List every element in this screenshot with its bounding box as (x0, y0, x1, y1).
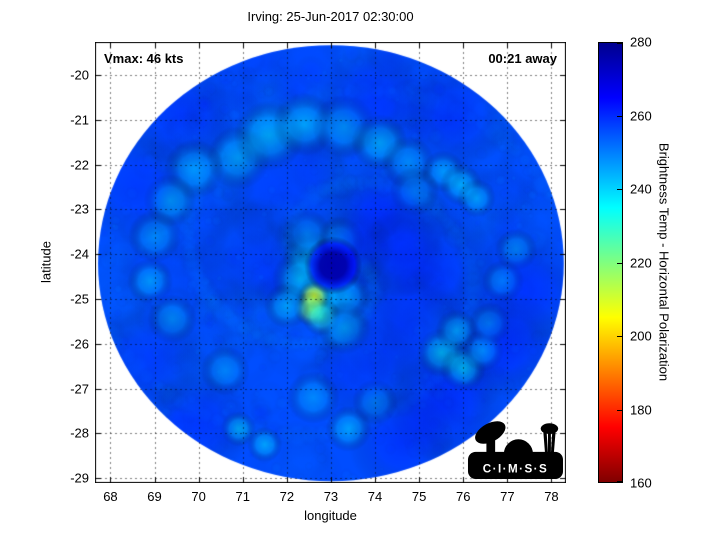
plot-area: Vmax: 46 kts 00:21 away C·I·M·S·S (95, 42, 566, 483)
colorbar-tick-mark (617, 409, 622, 411)
colorbar-tick-label: 160 (630, 475, 652, 491)
x-tick-label: 74 (367, 489, 383, 504)
colorbar-tick-mark (617, 262, 622, 264)
cimss-logo-silhouette (467, 421, 564, 480)
y-tick-label: -22 (70, 157, 89, 173)
time-away-annotation: 00:21 away (488, 51, 557, 66)
y-tick-label: -23 (70, 201, 89, 217)
storm-canvas (95, 42, 566, 483)
vmax-annotation: Vmax: 46 kts (104, 51, 184, 66)
colorbar-tick-label: 260 (630, 108, 652, 123)
colorbar-label: Brightness Temp - Horizontal Polarizatio… (656, 142, 672, 382)
colorbar-tick-label: 280 (630, 34, 652, 50)
x-tick-label: 78 (544, 489, 559, 504)
x-tick-label: 70 (191, 489, 206, 504)
y-tick-label: -21 (70, 112, 89, 128)
y-tick-label: -27 (70, 381, 89, 397)
colorbar-tick-label: 220 (630, 255, 652, 270)
y-tick-label: -24 (70, 246, 89, 262)
y-tick-label: -28 (70, 425, 89, 441)
colorbar-tick-mark (617, 189, 622, 190)
colorbar-tick-label: 200 (630, 328, 652, 344)
colorbar-tick-mark (617, 481, 622, 482)
y-tick-label: -26 (70, 336, 89, 352)
x-tick-label: 71 (235, 489, 250, 504)
x-tick-label: 77 (500, 489, 515, 504)
colorbar-tick-mark (617, 115, 622, 117)
y-tick-label: -29 (70, 470, 89, 486)
y-tick-label: -25 (70, 291, 89, 307)
colorbar-tick-label: 240 (630, 181, 652, 197)
cimss-logo: C·I·M·S·S (467, 421, 564, 480)
colorbar-tick-mark (617, 43, 622, 44)
plot-title: Irving: 25-Jun-2017 02:30:00 (247, 9, 414, 24)
colorbar-tick-mark (617, 336, 622, 337)
x-tick-label: 73 (323, 489, 339, 504)
x-tick-label: 75 (411, 489, 427, 504)
y-tick-label: -20 (70, 67, 89, 83)
x-tick-label: 76 (456, 489, 471, 504)
x-tick-label: 68 (103, 489, 118, 504)
cimss-logo-text: C·I·M·S·S (483, 462, 548, 475)
colorbar-tick-label: 180 (630, 402, 652, 417)
x-axis-label: longitude (304, 508, 357, 523)
x-tick-label: 72 (279, 489, 295, 504)
x-tick-label: 69 (147, 489, 162, 504)
